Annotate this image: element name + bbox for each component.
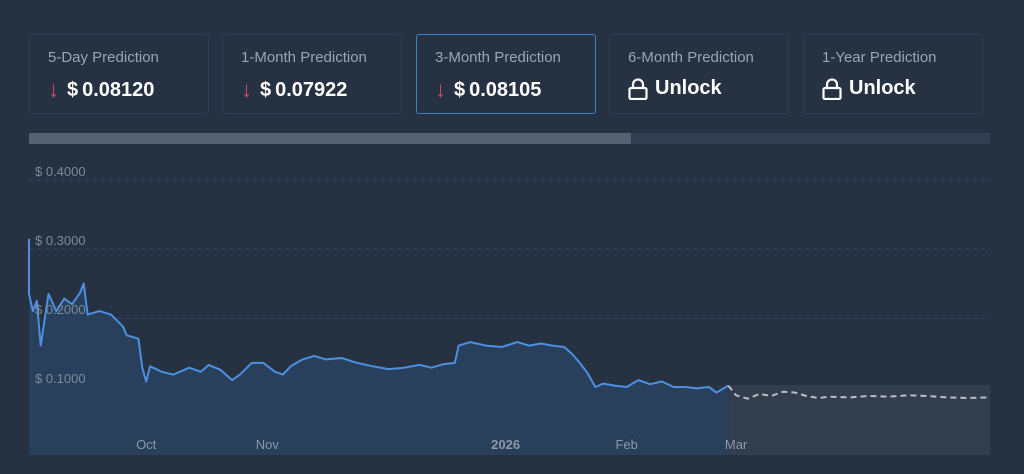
down-arrow-icon: ↓ — [241, 77, 252, 102]
x-tick-label: Mar — [725, 437, 748, 452]
prediction-card-3[interactable]: 3-Month Prediction ↓ $ 0.08105 — [416, 34, 596, 114]
prediction-card-value: ↓ $ 0.07922 — [241, 77, 347, 103]
prediction-card-2[interactable]: 1-Month Prediction ↓ $ 0.07922 — [222, 34, 402, 114]
y-tick-label: $ 0.3000 — [35, 233, 86, 248]
unlock-button[interactable]: Unlock — [628, 77, 722, 100]
prediction-card-1[interactable]: 5-Day Prediction ↓ $ 0.08120 — [29, 34, 209, 114]
history-line — [28, 238, 729, 394]
prediction-card-4[interactable]: 6-Month Prediction Unlock — [609, 34, 789, 114]
lock-icon — [628, 77, 648, 100]
down-arrow-icon: ↓ — [435, 77, 446, 102]
prediction-card-value: ↓ $ 0.08105 — [435, 77, 541, 103]
prediction-card-value-text: $ 0.08105 — [454, 78, 542, 101]
y-tick-label: $ 0.2000 — [35, 302, 86, 317]
x-tick-label: Oct — [136, 437, 157, 452]
range-scrollbar-thumb[interactable] — [29, 133, 631, 144]
forecast-line — [727, 384, 991, 400]
y-tick-label: $ 0.1000 — [35, 371, 86, 386]
prediction-cards: 5-Day Prediction ↓ $ 0.08120 1-Month Predic… — [29, 34, 984, 116]
x-tick-label: Nov — [256, 437, 280, 452]
prediction-card-value-text: Unlock — [849, 77, 916, 99]
down-arrow-icon: ↓ — [48, 77, 59, 102]
lock-icon — [822, 77, 842, 100]
prediction-card-label: 1-Month Prediction — [241, 49, 367, 66]
prediction-card-value-text: Unlock — [655, 77, 722, 99]
prediction-card-label: 3-Month Prediction — [435, 49, 561, 66]
prediction-card-5[interactable]: 1-Year Prediction Unlock — [803, 34, 983, 114]
prediction-card-label: 5-Day Prediction — [48, 49, 159, 66]
prediction-card-value: ↓ $ 0.08120 — [48, 77, 154, 103]
history-area — [29, 238, 729, 455]
unlock-button[interactable]: Unlock — [822, 77, 916, 100]
prediction-card-value-text: $ 0.08120 — [67, 78, 155, 101]
x-tick-label: 2026 — [491, 437, 520, 452]
range-scrollbar[interactable] — [29, 133, 990, 144]
x-tick-label: Feb — [615, 437, 637, 452]
prediction-card-value-text: $ 0.07922 — [260, 78, 348, 101]
y-tick-label: $ 0.4000 — [35, 164, 86, 179]
prediction-card-label: 1-Year Prediction — [822, 49, 937, 66]
prediction-card-label: 6-Month Prediction — [628, 49, 754, 66]
